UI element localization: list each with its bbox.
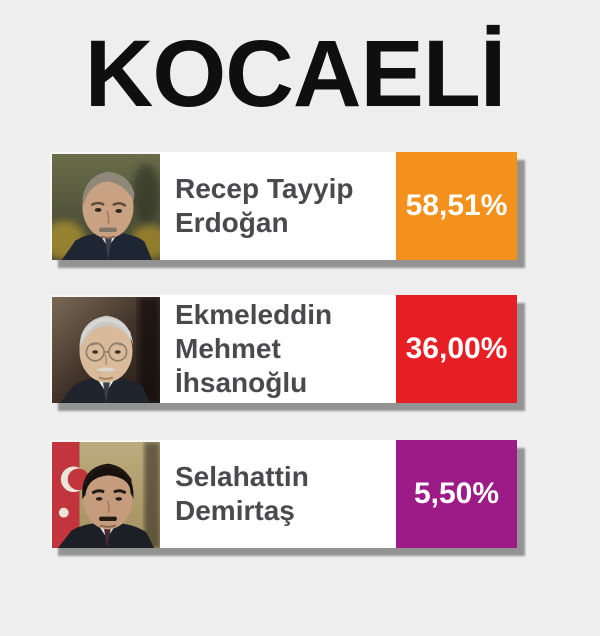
candidate-photo	[50, 152, 160, 260]
candidate-portrait-illustration	[52, 297, 160, 403]
percent-value: 58,51%	[405, 189, 508, 222]
candidate-name: Recep Tayyip Erdoğan	[175, 173, 354, 238]
candidate-name-panel: Ekmeleddin Mehmet İhsanoğlu	[160, 295, 396, 403]
candidate-portrait-illustration	[52, 442, 160, 548]
candidate-portrait-illustration	[52, 154, 160, 260]
candidate-card: Ekmeleddin Mehmet İhsanoğlu 36,00%	[50, 295, 517, 403]
percent-value: 5,50%	[413, 477, 500, 510]
candidate-photo	[50, 440, 160, 548]
candidate-card: Recep Tayyip Erdoğan 58,51%	[50, 152, 517, 260]
percent-block: 58,51%	[396, 152, 517, 260]
candidate-photo	[50, 295, 160, 403]
candidate-card: Selahattin Demirtaş 5,50%	[50, 440, 517, 548]
candidate-name-panel: Selahattin Demirtaş	[160, 440, 396, 548]
candidate-name-panel: Recep Tayyip Erdoğan	[160, 152, 396, 260]
candidate-name: Selahattin Demirtaş	[175, 461, 309, 526]
percent-block: 36,00%	[396, 295, 517, 403]
percent-block: 5,50%	[396, 440, 517, 548]
percent-value: 36,00%	[405, 332, 508, 365]
candidate-name: Ekmeleddin Mehmet İhsanoğlu	[175, 299, 333, 398]
page-title: KOCAELİ	[84, 21, 507, 127]
